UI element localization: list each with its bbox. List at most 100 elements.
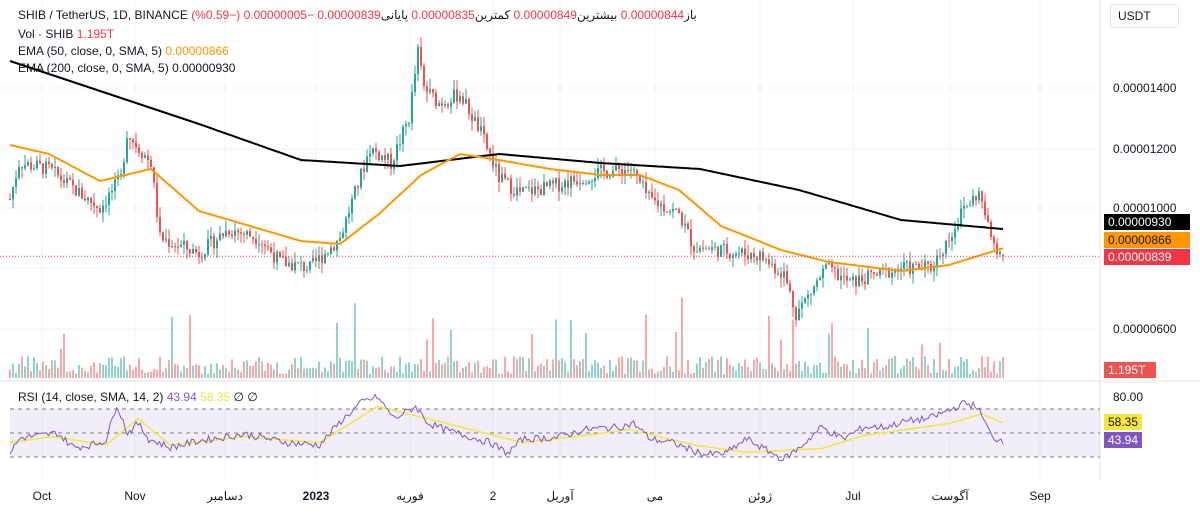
volume-bar xyxy=(576,365,578,378)
volume-bar xyxy=(510,373,512,378)
candle-body xyxy=(687,223,689,230)
volume-bar xyxy=(792,319,794,378)
candle-body xyxy=(459,96,461,102)
volume-bar xyxy=(591,364,593,378)
volume-bar xyxy=(30,371,32,378)
symbol-legend: SHIB / TetherUS, 1D, BINANCE باز0.000008… xyxy=(18,8,697,22)
candle-body xyxy=(375,148,377,152)
candle-body xyxy=(660,203,662,207)
volume-bar xyxy=(420,359,422,378)
candle-body xyxy=(378,151,380,161)
candle-body xyxy=(360,168,362,188)
symbol-title[interactable]: SHIB / TetherUS, 1D, BINANCE xyxy=(18,8,188,22)
volume-bar xyxy=(432,318,434,378)
volume-bar xyxy=(564,362,566,378)
low-label: کمترین xyxy=(474,8,511,22)
candle-body xyxy=(36,160,38,169)
volume-bar xyxy=(33,357,35,378)
volume-bar xyxy=(810,373,812,378)
volume-bar xyxy=(873,361,875,378)
candle-body xyxy=(963,206,965,209)
candle-body xyxy=(57,166,59,176)
candle-body xyxy=(771,263,773,265)
last-price-tag: 0.00000839 xyxy=(1104,249,1190,265)
candle-body xyxy=(171,246,173,248)
volume-bar xyxy=(558,360,560,378)
vol-value: 1.195T xyxy=(76,27,115,41)
candle-body xyxy=(306,269,308,271)
candle-body xyxy=(786,271,788,284)
candle-body xyxy=(966,205,968,207)
candle-body xyxy=(165,239,167,241)
volume-bar xyxy=(960,356,962,378)
volume-bar xyxy=(279,373,281,378)
volume-bar xyxy=(744,359,746,378)
volume-bar xyxy=(807,366,809,378)
candle-body xyxy=(183,241,185,245)
candle-body xyxy=(795,307,797,321)
vol-legend[interactable]: Vol · SHIB 1.195T xyxy=(18,27,114,41)
candle-body xyxy=(363,168,365,172)
candle-body xyxy=(372,148,374,154)
volume-bar xyxy=(951,373,953,378)
candle-body xyxy=(192,249,194,254)
volume-bar xyxy=(123,356,125,378)
candle-body xyxy=(816,280,818,287)
candle-body xyxy=(411,91,413,124)
volume-bar xyxy=(918,369,920,378)
volume-bar xyxy=(441,364,443,378)
volume-bar xyxy=(780,339,782,378)
volume-bar xyxy=(69,371,71,378)
rsi-extra2: ∅ xyxy=(247,390,258,404)
high-value: 0.00000849 xyxy=(513,8,577,22)
candle-body xyxy=(429,89,431,93)
price-pane xyxy=(0,0,1100,380)
volume-bar xyxy=(21,356,23,378)
candle-body xyxy=(984,201,986,216)
volume-bar xyxy=(693,372,695,378)
volume-bar xyxy=(933,359,935,378)
volume-bar xyxy=(723,373,725,378)
rsi-sma-tag: 58.35 xyxy=(1104,414,1142,430)
candle-body xyxy=(921,268,923,270)
candle-body xyxy=(249,230,251,237)
candle-body xyxy=(186,241,188,250)
volume-bar xyxy=(996,373,998,378)
currency-button[interactable]: USDT xyxy=(1110,4,1179,28)
candle-body xyxy=(948,240,950,242)
rsi-legend[interactable]: RSI (14, close, SMA, 14, 2) 43.94 58.35 … xyxy=(18,390,258,404)
candle-body xyxy=(942,254,944,256)
candle-body xyxy=(453,89,455,103)
candle-body xyxy=(87,197,89,201)
volume-bar xyxy=(489,367,491,378)
candle-body xyxy=(369,153,371,157)
candle-body xyxy=(288,262,290,267)
volume-bar xyxy=(849,371,851,378)
volume-bar xyxy=(42,361,44,378)
ema200-legend[interactable]: EMA (200, close, 0, SMA, 5) 0.00000930 xyxy=(18,61,235,75)
volume-bar xyxy=(297,368,299,378)
candle-body xyxy=(873,272,875,275)
candle-body xyxy=(30,162,32,170)
volume-bar xyxy=(339,357,341,378)
candle-body xyxy=(195,249,197,253)
candle-body xyxy=(993,236,995,244)
candle-body xyxy=(381,155,383,161)
volume-bar xyxy=(690,373,692,378)
candle-body xyxy=(975,195,977,201)
ema50-legend[interactable]: EMA (50, close, 0, SMA, 5) 0.00000866 xyxy=(18,44,229,58)
high-label: بیشترین xyxy=(576,8,618,22)
ema50-line xyxy=(9,144,1004,273)
volume-bar xyxy=(318,361,320,378)
candle-body xyxy=(840,275,842,281)
candle-body xyxy=(576,181,578,185)
price-tick: 0.00001000 xyxy=(1113,201,1177,215)
volume-bar xyxy=(750,371,752,378)
volume-bar xyxy=(354,303,356,378)
volume-bar xyxy=(384,370,386,378)
candle-body xyxy=(483,126,485,135)
candle-body xyxy=(315,257,317,262)
volume-bar xyxy=(348,360,350,378)
volume-bar xyxy=(159,356,161,378)
